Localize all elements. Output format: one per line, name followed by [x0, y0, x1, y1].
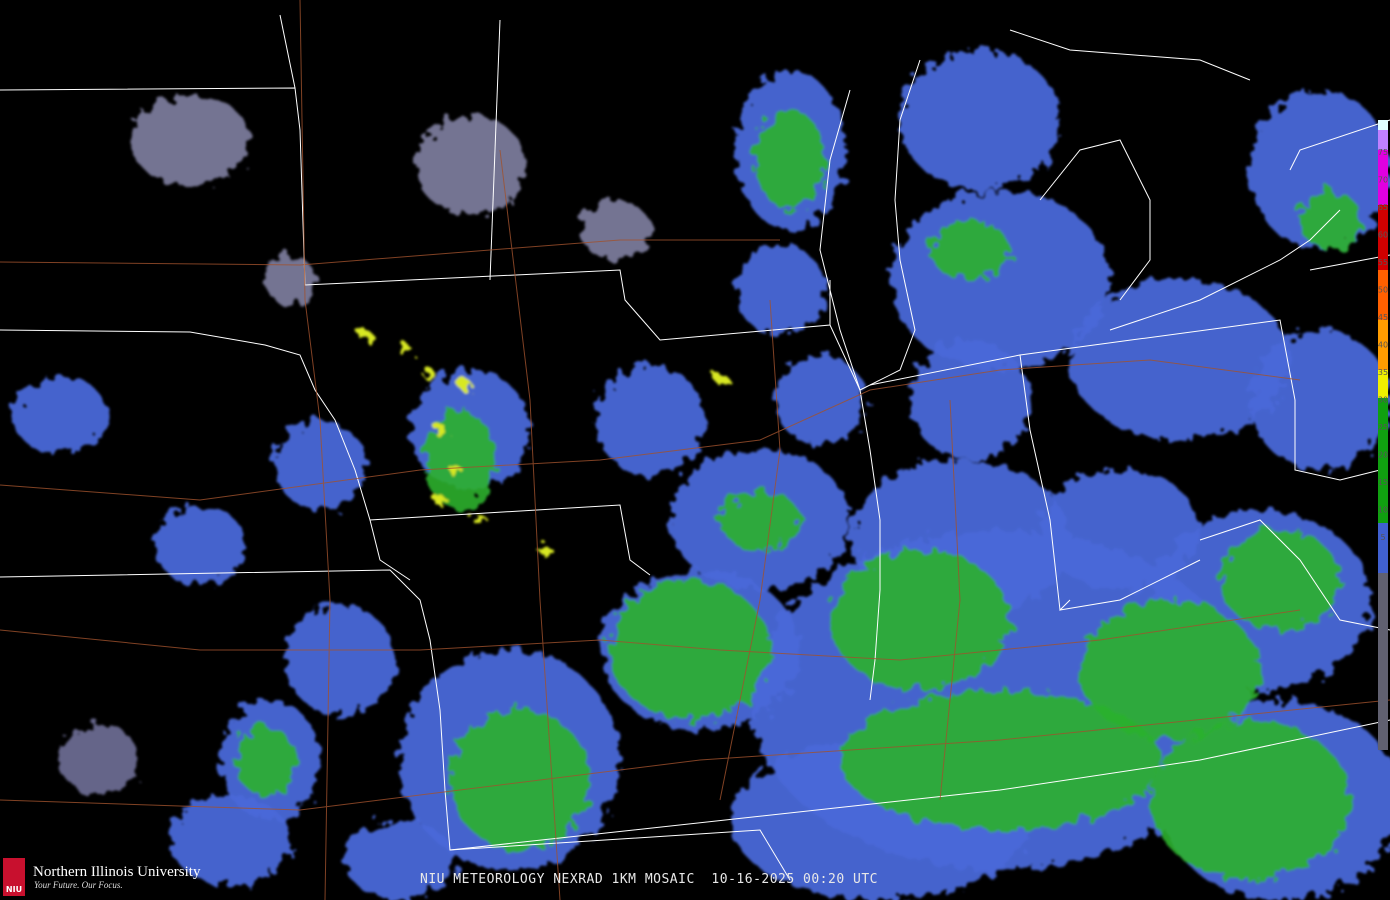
echo-cell	[433, 425, 447, 435]
echo	[285, 605, 395, 715]
echo-core	[425, 410, 495, 510]
legend-label: 40	[1378, 341, 1388, 350]
echo	[580, 200, 650, 260]
echo-cell	[713, 373, 727, 383]
caption: NIU METEOROLOGY NEXRAD 1KM MOSAIC 10-16-…	[420, 872, 878, 887]
echo-cell	[398, 345, 412, 355]
echo-core	[720, 490, 800, 550]
echo-core	[755, 110, 825, 210]
echo	[735, 245, 825, 335]
echo	[345, 820, 455, 900]
echo	[12, 377, 108, 453]
echo	[415, 115, 525, 215]
logo-mark-bg	[3, 858, 25, 896]
echo	[170, 795, 290, 885]
echo-core	[1220, 530, 1340, 630]
echo	[1070, 280, 1290, 440]
logo-tagline: Your Future. Our Focus.	[34, 880, 123, 890]
echo-core	[1150, 720, 1350, 880]
echo	[130, 95, 250, 185]
logo-name: Northern Illinois University	[33, 864, 201, 880]
echo-core	[450, 710, 590, 850]
echo	[595, 365, 705, 475]
echo-core	[840, 690, 1160, 830]
legend-label: 50	[1378, 286, 1388, 295]
echo-cell	[473, 515, 487, 525]
echo	[910, 340, 1030, 460]
legend-label: 70	[1378, 176, 1388, 185]
echo-cell	[458, 380, 472, 390]
echo-cell	[538, 545, 552, 555]
legend-label: 20	[1378, 451, 1388, 460]
echo	[155, 505, 245, 585]
echo-core	[930, 220, 1010, 280]
echo	[775, 355, 865, 445]
legend-label: 15	[1378, 478, 1388, 487]
legend-label: 10	[1378, 506, 1388, 515]
echo-core	[830, 550, 1010, 690]
legend-label: 35	[1378, 368, 1388, 377]
echo-cell	[423, 370, 437, 380]
legend-label: 30	[1378, 396, 1388, 405]
echo-cell	[433, 495, 447, 505]
echo-core	[610, 580, 770, 720]
echo	[900, 50, 1060, 190]
legend-label: 55	[1378, 258, 1388, 267]
radar-echoes	[12, 50, 1390, 900]
logo-mark: NIU	[6, 885, 22, 894]
echo	[1250, 330, 1390, 470]
echo-cell	[358, 330, 372, 340]
state-borders	[0, 14, 1390, 881]
color-legend: 75 70 65 60 55 50 45 40 35 30 25 20 15 10 5	[1378, 120, 1388, 750]
echo	[265, 255, 315, 305]
echo-core	[1080, 600, 1260, 740]
logo: NIU Northern Illinois University Your Fu…	[3, 858, 201, 896]
echo	[275, 420, 365, 510]
legend-label: 65	[1378, 203, 1388, 212]
legend-label: 5	[1380, 533, 1385, 542]
legend-label: 75	[1378, 148, 1388, 157]
legend-label: 60	[1378, 231, 1388, 240]
echo-core	[235, 725, 295, 795]
legend-label: 25	[1378, 423, 1388, 432]
echo	[60, 725, 140, 795]
legend-label: 45	[1378, 313, 1388, 322]
echo-cell	[448, 465, 462, 475]
